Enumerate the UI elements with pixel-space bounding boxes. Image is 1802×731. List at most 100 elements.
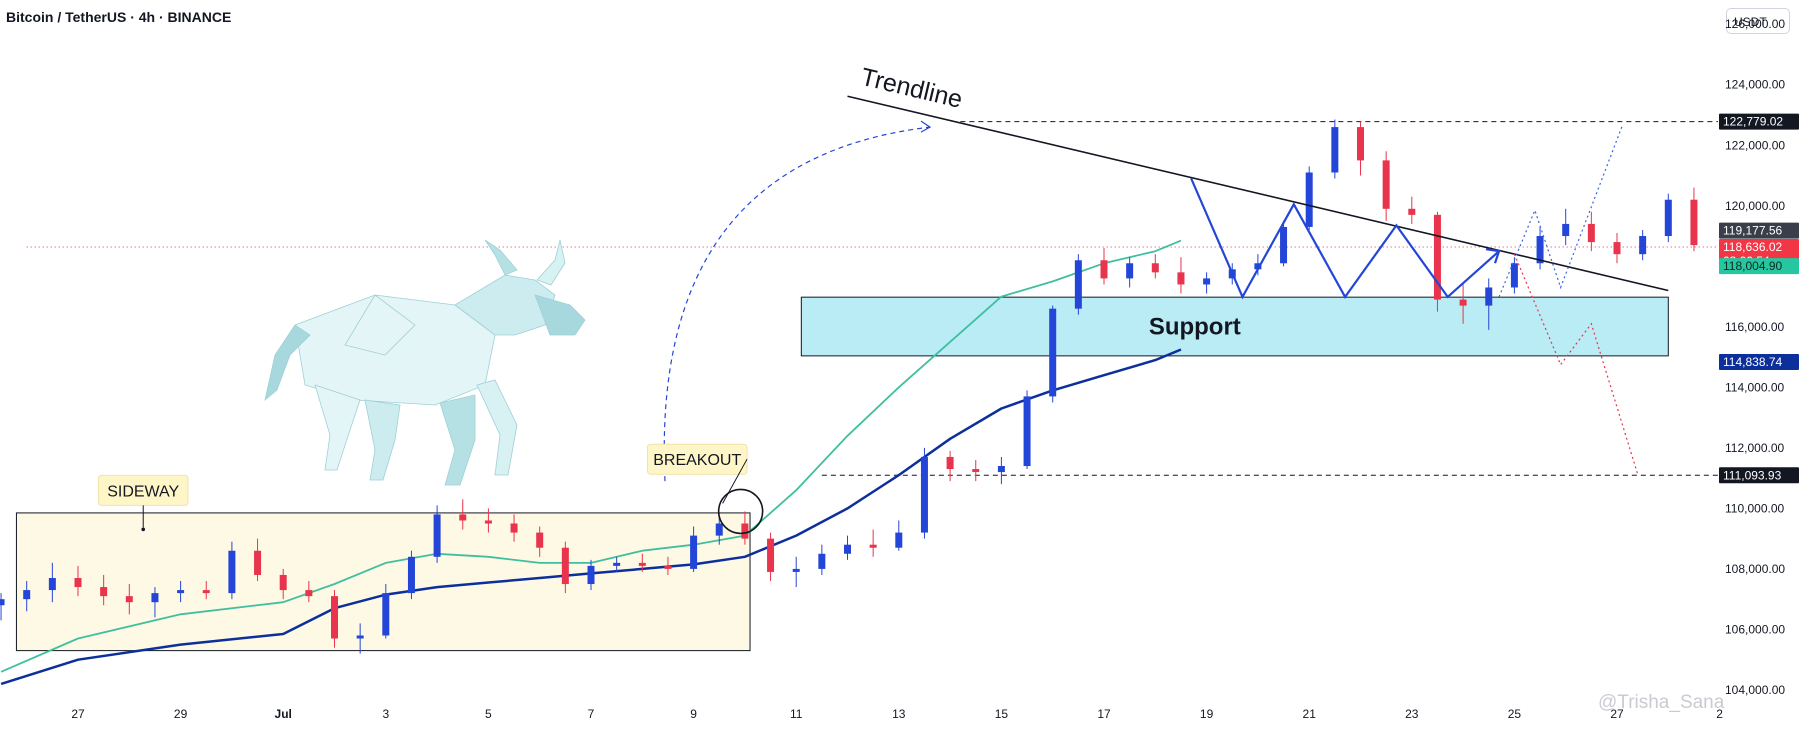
candle-body xyxy=(1408,208,1416,215)
author-watermark: @Trisha_Sana xyxy=(1598,692,1725,713)
candle xyxy=(997,456,1005,485)
candle xyxy=(613,556,621,572)
candle xyxy=(741,511,749,545)
candle xyxy=(767,532,775,582)
candle xyxy=(305,581,313,603)
trendline-label: Trendline xyxy=(858,63,965,114)
candle-body xyxy=(920,456,928,533)
sideway-label: SIDEWAY xyxy=(107,483,179,500)
price-tag-bg xyxy=(1719,353,1799,370)
price-tick: 122,000.00 xyxy=(1725,138,1785,152)
time-tick: 17 xyxy=(1097,707,1111,721)
candle-body xyxy=(946,456,954,470)
candle xyxy=(382,584,390,639)
time-tick: 11 xyxy=(790,707,803,721)
price-tick: 126,000.00 xyxy=(1725,17,1785,31)
candle-body xyxy=(125,596,133,603)
candle-body xyxy=(459,514,467,521)
candle-body xyxy=(638,562,646,566)
sideway-pointer-dot xyxy=(141,527,146,532)
price-tick: 120,000.00 xyxy=(1725,199,1785,213)
candle xyxy=(23,581,31,612)
candle xyxy=(1151,254,1159,279)
candle xyxy=(1203,272,1211,294)
projection-down-path xyxy=(1513,253,1639,474)
time-tick: 13 xyxy=(892,707,906,721)
price-tag[interactable]: 122,779.02 xyxy=(1719,113,1799,130)
candle-body xyxy=(74,577,82,588)
time-tick: 7 xyxy=(588,707,595,721)
candle xyxy=(972,459,980,482)
candle-body xyxy=(48,577,56,591)
horizontal-levels xyxy=(26,121,1718,476)
candle xyxy=(1664,193,1672,243)
candlesticks xyxy=(0,119,1698,654)
trendline xyxy=(847,95,1669,292)
candle xyxy=(1536,226,1544,270)
candle xyxy=(331,590,338,648)
candle-body xyxy=(177,590,185,594)
candle xyxy=(407,550,415,600)
bull-facet xyxy=(476,379,518,476)
candle-body xyxy=(1433,214,1441,300)
candle-body xyxy=(664,565,672,569)
price-tag[interactable]: 119,177.56 xyxy=(1719,222,1799,239)
candle-body xyxy=(254,550,262,575)
candle-body xyxy=(1639,236,1647,255)
bull-facet xyxy=(534,294,586,336)
candle xyxy=(1100,248,1108,285)
price-tag-label: 111,093.93 xyxy=(1723,468,1782,482)
candle-body xyxy=(305,590,313,597)
candle-body xyxy=(972,469,980,473)
candle-body xyxy=(228,550,236,594)
price-tag[interactable]: 114,838.74 xyxy=(1719,353,1799,370)
candle xyxy=(1433,211,1441,312)
candle xyxy=(1023,390,1031,470)
candle xyxy=(895,520,903,551)
time-tick: 19 xyxy=(1200,707,1214,721)
candle xyxy=(818,544,826,575)
candle xyxy=(690,526,698,572)
candle xyxy=(792,556,800,588)
candle xyxy=(561,541,569,594)
candle xyxy=(587,559,595,591)
candle-body xyxy=(1254,263,1262,270)
price-tick: 112,000.00 xyxy=(1725,441,1784,455)
candle xyxy=(920,447,928,539)
candle-body xyxy=(895,532,903,548)
candle xyxy=(510,514,518,542)
candle-body xyxy=(1100,260,1108,279)
candle xyxy=(844,535,851,560)
symbol-title: Bitcoin / TetherUS · 4h · BINANCE xyxy=(6,9,232,25)
price-tag[interactable]: 111,093.93 xyxy=(1719,467,1799,484)
candle xyxy=(1254,254,1262,276)
time-tick: 27 xyxy=(1610,707,1624,721)
price-tag-bg xyxy=(1719,467,1799,484)
candle xyxy=(1690,187,1698,252)
candle xyxy=(202,581,210,600)
price-tick: 106,000.00 xyxy=(1725,622,1785,636)
time-tick: 2 xyxy=(1716,707,1723,721)
candle xyxy=(1613,233,1621,264)
price-tick: 108,000.00 xyxy=(1725,562,1785,576)
candle-body xyxy=(1562,223,1570,237)
candle-body xyxy=(715,523,723,536)
candle xyxy=(1126,257,1134,288)
candle-body xyxy=(331,596,338,639)
bull-facet xyxy=(264,324,311,402)
candle-body xyxy=(1023,396,1031,467)
time-tick: Jul xyxy=(275,707,292,721)
currency-selector[interactable]: USDT xyxy=(1726,8,1790,34)
candle-body xyxy=(1664,199,1672,237)
price-tags: 122,779.02119,177.56118,636.0203:00:5411… xyxy=(1719,113,1799,484)
price-tag-label: 119,177.56 xyxy=(1723,224,1782,238)
bull-facet xyxy=(484,239,518,276)
candle xyxy=(1357,121,1364,176)
candle-body xyxy=(613,562,621,566)
candle xyxy=(74,565,82,597)
candle xyxy=(1562,208,1570,246)
bull-facet xyxy=(344,294,416,356)
price-tag[interactable]: 118,004.90 xyxy=(1719,258,1799,275)
price-tag-label: 118,004.90 xyxy=(1723,259,1782,273)
